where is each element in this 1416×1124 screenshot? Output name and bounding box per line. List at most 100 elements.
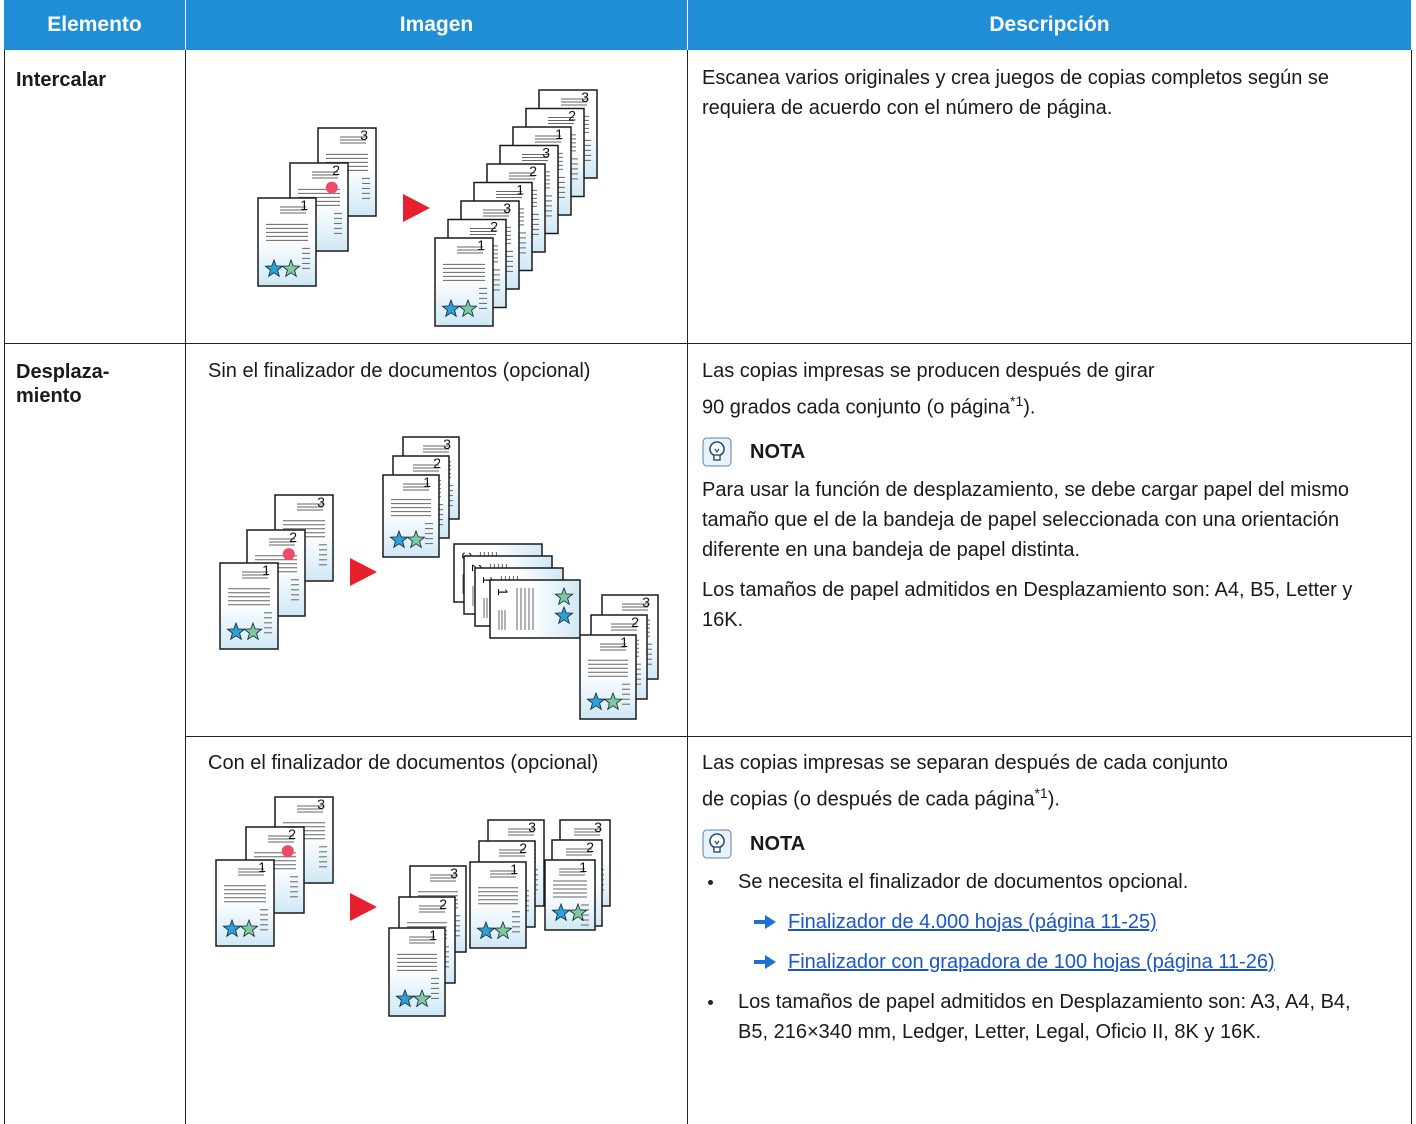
link-row: Finalizador de 4.000 hojas (página 11-25…	[754, 907, 1402, 937]
description-text: Las copias impresas se producen después …	[702, 360, 1155, 382]
page-icon: 3	[453, 543, 543, 603]
description-text: de copias (o después de cada página	[702, 788, 1035, 811]
border	[1411, 50, 1412, 1124]
star	[389, 529, 409, 549]
page	[551, 839, 603, 927]
page-number: 3	[503, 200, 511, 216]
page-number: 1	[579, 859, 587, 875]
page	[289, 162, 349, 252]
page-icon: 2	[246, 529, 306, 617]
page	[601, 594, 659, 680]
header-text: Elemento	[47, 13, 142, 36]
caption: Con el finalizador de documentos (opcion…	[208, 748, 628, 778]
description: Escanea varios originales y crea juegos …	[702, 63, 1398, 123]
page	[392, 455, 450, 539]
caption: Sin el finalizador de documentos (opcion…	[208, 356, 608, 386]
page	[460, 200, 520, 290]
page-icon: 3	[538, 89, 598, 179]
page	[473, 181, 533, 272]
page-number: 2	[586, 839, 594, 855]
page-icon: 2	[478, 840, 536, 928]
page-number: 2	[433, 455, 441, 471]
link[interactable]: Finalizador de 4.000 hojas (página 11-25…	[788, 910, 1157, 933]
page-number: 3	[450, 865, 458, 881]
link[interactable]: Finalizador con grapadora de 100 hojas (…	[788, 950, 1275, 973]
page-icon: 1	[382, 474, 440, 558]
page	[398, 896, 456, 984]
element-text: Desplaza-	[16, 361, 110, 383]
note-heading: NOTA	[702, 437, 1398, 467]
page-number: 3	[459, 552, 475, 560]
star	[467, 261, 487, 281]
note-heading: NOTA	[702, 829, 1402, 859]
star	[395, 988, 415, 1008]
header-text: Descripción	[989, 13, 1110, 36]
page	[474, 567, 564, 627]
page-icon: 2	[245, 826, 305, 914]
page-number: 2	[490, 219, 498, 235]
page-number: 1	[258, 859, 266, 875]
page-number: 1	[262, 562, 270, 578]
page-icon: 2	[463, 555, 553, 615]
link-arrow	[754, 954, 776, 969]
star	[480, 243, 500, 262]
page	[538, 89, 598, 179]
page-icon: 3	[274, 494, 334, 582]
star	[497, 243, 517, 262]
page-icon: 1	[512, 126, 572, 216]
element-text: miento	[16, 385, 82, 407]
page-icon: 1	[579, 634, 637, 720]
page	[478, 840, 536, 928]
arrow	[403, 194, 430, 222]
page-icon: 3	[274, 796, 334, 884]
element-label: Desplaza- miento	[16, 360, 109, 408]
page	[489, 579, 581, 639]
star	[554, 605, 574, 625]
note-paragraph: Para usar la función de desplazamiento, …	[702, 478, 1350, 561]
page-number: 1	[429, 927, 437, 943]
star	[412, 988, 432, 1008]
description-text: ).	[1023, 396, 1036, 419]
page	[434, 237, 494, 327]
page-number: 2	[288, 826, 296, 842]
page-icon: 2	[590, 614, 648, 700]
page-icon: 1	[257, 197, 317, 287]
header-cell: Imagen	[186, 0, 687, 50]
header-cell: Descripción	[688, 0, 1411, 50]
page-number: 2	[568, 108, 576, 124]
page-number: 2	[519, 840, 527, 856]
page	[388, 927, 446, 1017]
footnote-ref: *1	[1010, 393, 1024, 409]
page	[447, 218, 507, 309]
bullet	[708, 879, 713, 885]
star	[568, 902, 588, 922]
star	[243, 621, 263, 641]
page-number: 2	[469, 564, 485, 572]
page-icon: 2	[447, 218, 507, 309]
star	[506, 206, 526, 225]
page	[219, 562, 279, 650]
page	[512, 126, 572, 216]
header-text: Imagen	[399, 13, 474, 36]
star	[545, 150, 565, 170]
page-number: 3	[542, 145, 550, 161]
stamp-dot	[282, 548, 295, 561]
page-number: 2	[289, 529, 297, 545]
note-item-text: Los tamaños de papel admitidos en Despla…	[738, 990, 1351, 1043]
star	[471, 280, 491, 299]
header-sep	[185, 0, 186, 50]
star	[532, 169, 552, 188]
link-arrow	[754, 914, 776, 929]
star	[549, 169, 569, 188]
page	[382, 474, 440, 558]
page-icon: 1	[489, 579, 581, 639]
arrow	[350, 558, 377, 586]
page-icon: 1	[544, 859, 596, 931]
page-icon: 3	[409, 865, 467, 953]
page	[274, 796, 334, 884]
star	[484, 261, 504, 281]
page-number: 2	[439, 896, 447, 912]
description-text: Las copias impresas se separan después d…	[702, 752, 1228, 774]
element-text: Intercalar	[16, 69, 107, 91]
stamp-dot	[281, 845, 294, 858]
